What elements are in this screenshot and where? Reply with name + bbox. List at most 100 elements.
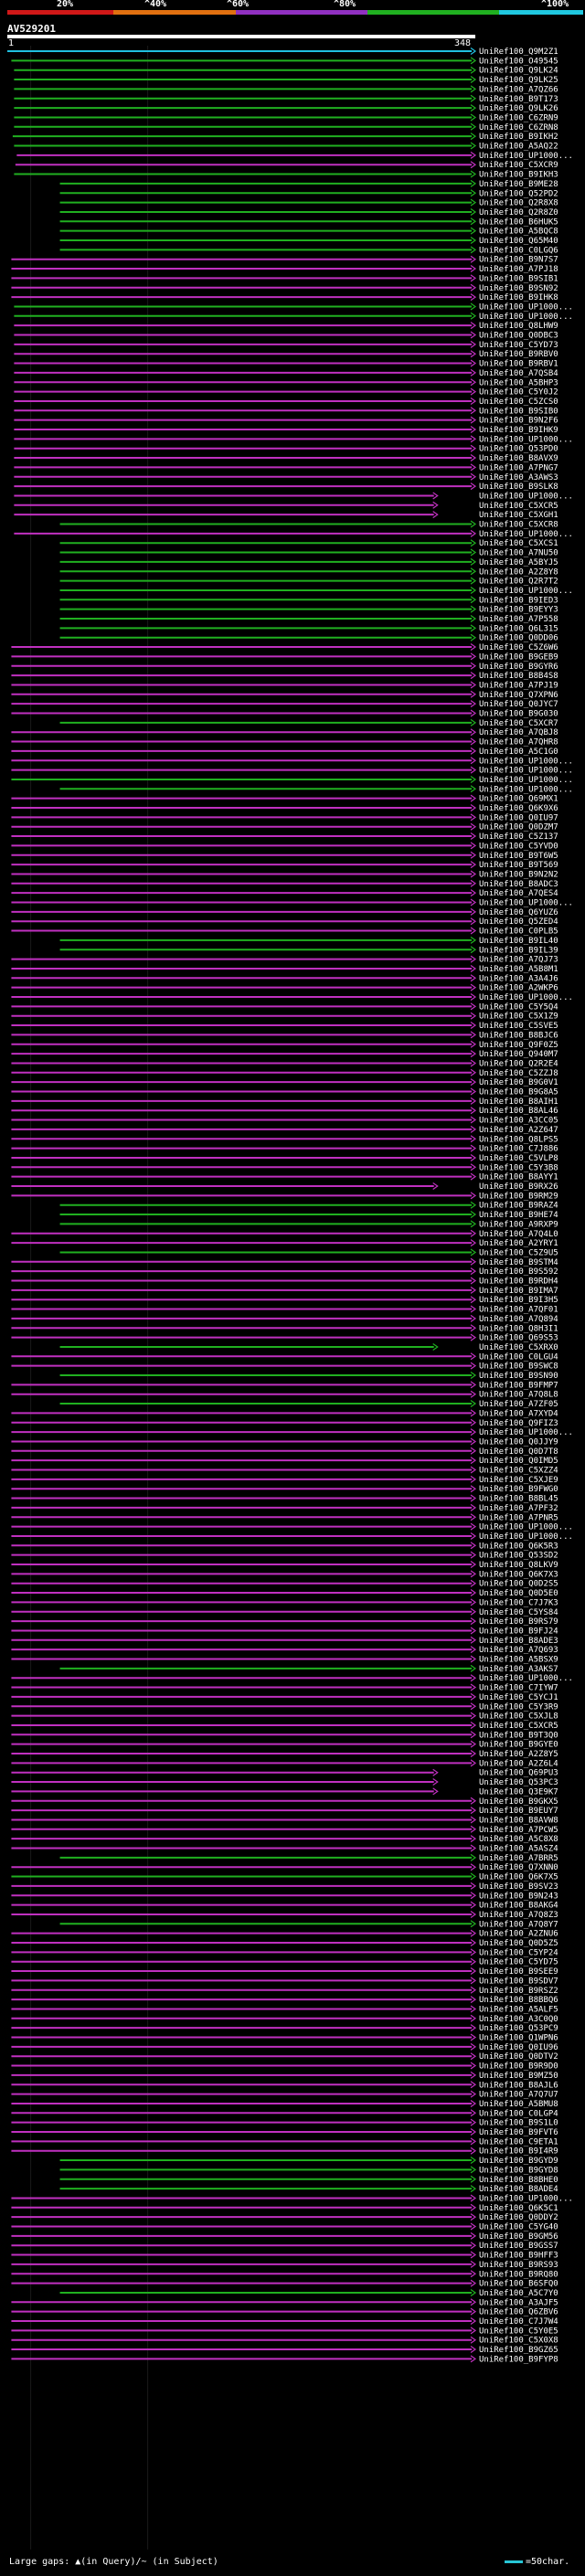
- hit-arrow: [470, 1655, 477, 1663]
- hit-label: UniRef100_B9N2N2: [479, 870, 558, 879]
- hit-arrow: [470, 1996, 477, 2004]
- hit-label: UniRef100_A7PJ18: [479, 265, 558, 274]
- hit-label: UniRef100_B9FYP8: [479, 2355, 558, 2364]
- hit-arrow: [470, 1901, 477, 1909]
- hit-label: UniRef100_A7Q4L0: [479, 1230, 558, 1239]
- hit-label: UniRef100_UP1000...: [479, 776, 573, 785]
- hit-arrow: [470, 359, 477, 367]
- hit-label: UniRef100_B9N7S7: [479, 256, 558, 265]
- hit-arrow: [470, 246, 477, 254]
- hit-arrow: [470, 1513, 477, 1521]
- hit-label: UniRef100_Q0DD06: [479, 634, 558, 643]
- hit-label: UniRef100_C5ZZJ8: [479, 1069, 558, 1078]
- hit-arrow: [470, 340, 477, 348]
- footer-scale: =50char.: [505, 2557, 569, 2567]
- hit-label: UniRef100_B9GEB9: [479, 652, 558, 662]
- hit-arrow: [470, 1333, 477, 1341]
- hit-arrow: [470, 142, 477, 150]
- hit-label: UniRef100_B6HUK5: [479, 217, 558, 227]
- hit-arrow: [470, 1172, 477, 1181]
- hit-arrow: [470, 1447, 477, 1455]
- hit-arrow: [470, 2346, 477, 2354]
- hit-label: UniRef100_Q9LK26: [479, 104, 558, 113]
- hit-label: UniRef100_Q0D5Z5: [479, 1939, 558, 1948]
- hit-arrow: [470, 1561, 477, 1568]
- hit-label: UniRef100_C5XCR8: [479, 521, 558, 530]
- hit-arrow: [470, 1097, 477, 1105]
- hit-arrow: [470, 605, 477, 613]
- hit-label: UniRef100_A7QBJ8: [479, 728, 558, 737]
- hit-arrow: [432, 1778, 439, 1786]
- hit-label: UniRef100_A3CC05: [479, 1117, 558, 1126]
- hit-label: UniRef100_A5ASZ4: [479, 1845, 558, 1854]
- hit-arrow: [470, 1031, 477, 1039]
- hit-arrow: [470, 426, 477, 433]
- hit-label: UniRef100_C5XCR5: [479, 502, 558, 511]
- hit-label: UniRef100_B9SDV7: [479, 1977, 558, 1986]
- hit-label: UniRef100_A5ALF5: [479, 2005, 558, 2014]
- hit-label: UniRef100_B9G0V1: [479, 1078, 558, 1087]
- hit-arrow: [470, 1579, 477, 1587]
- hit-arrow: [470, 842, 477, 850]
- hit-arrow: [470, 1087, 477, 1096]
- hit-label: UniRef100_C5XCS1: [479, 539, 558, 548]
- hit-arrow: [470, 974, 477, 982]
- hit-arrow: [470, 1712, 477, 1720]
- hit-arrow: [470, 889, 477, 897]
- hit-arrow: [470, 170, 477, 178]
- hit-arrow: [470, 586, 477, 594]
- hit-label: UniRef100_A7NU50: [479, 549, 558, 558]
- hit-arrow: [470, 870, 477, 878]
- hit-label: UniRef100_C5XCR7: [479, 719, 558, 728]
- hit-label: UniRef100_B8BJC6: [479, 1031, 558, 1040]
- hit-arrow: [470, 1872, 477, 1881]
- hit-arrow: [470, 1381, 477, 1389]
- hit-label: UniRef100_B9GZ65: [479, 2346, 558, 2355]
- hit-label: UniRef100_C5YS84: [479, 1608, 558, 1617]
- hit-label: UniRef100_A5BSX9: [479, 1656, 558, 1665]
- hit-arrow: [470, 1627, 477, 1635]
- hit-arrow: [470, 1078, 477, 1087]
- hit-arrow: [470, 1305, 477, 1313]
- hit-label: UniRef100_B9I4R9: [479, 2147, 558, 2157]
- hit-arrow: [470, 1674, 477, 1682]
- hit-label: UniRef100_B9RS79: [479, 1617, 558, 1627]
- hit-label: UniRef100_B8ADE4: [479, 2185, 558, 2194]
- hit-label: UniRef100_B9IL39: [479, 946, 558, 955]
- hit-label: UniRef100_C5Y3R9: [479, 1702, 558, 1712]
- hit-arrow: [470, 482, 477, 491]
- hit-label: UniRef100_C5XGH1: [479, 511, 558, 520]
- hit-label: UniRef100_B9GSS7: [479, 2242, 558, 2251]
- hit-label: UniRef100_B9STM4: [479, 1258, 558, 1267]
- hit-label: UniRef100_B9HFF3: [479, 2252, 558, 2261]
- hit-arrow: [470, 265, 477, 273]
- hit-label: UniRef100_B9FVT6: [479, 2128, 558, 2137]
- hit-arrow: [470, 1022, 477, 1030]
- hit-arrow: [470, 2005, 477, 2013]
- hit-arrow: [470, 794, 477, 802]
- hit-label: UniRef100_A7P558: [479, 615, 558, 624]
- hit-arrow: [470, 227, 477, 235]
- hit-label: UniRef100_B9S592: [479, 1267, 558, 1277]
- hit-arrow: [470, 57, 477, 65]
- hit-arrow: [470, 1967, 477, 1976]
- hit-label: UniRef100_Q8LKV9: [479, 1561, 558, 1570]
- hit-arrow: [470, 76, 477, 84]
- hit-arrow: [470, 652, 477, 661]
- hit-arrow: [470, 1825, 477, 1833]
- hit-arrow: [470, 728, 477, 737]
- hit-arrow: [470, 1797, 477, 1805]
- hit-label: UniRef100_C0PLB5: [479, 928, 558, 937]
- hit-label: UniRef100_B8AVX9: [479, 454, 558, 463]
- hit-arrow: [470, 1409, 477, 1417]
- hit-label: UniRef100_UP1000...: [479, 1428, 573, 1437]
- hit-label: UniRef100_B9RS93: [479, 2261, 558, 2270]
- hit-arrow: [432, 1182, 439, 1190]
- hit-label: UniRef100_Q0DZM7: [479, 823, 558, 832]
- hit-label: UniRef100_B9IMA7: [479, 1287, 558, 1296]
- hit-label: UniRef100_UP1000...: [479, 1523, 573, 1532]
- hit-arrow: [470, 1248, 477, 1256]
- hit-label: UniRef100_A7Q8L8: [479, 1391, 558, 1400]
- hit-label: UniRef100_C5Z9U5: [479, 1248, 558, 1257]
